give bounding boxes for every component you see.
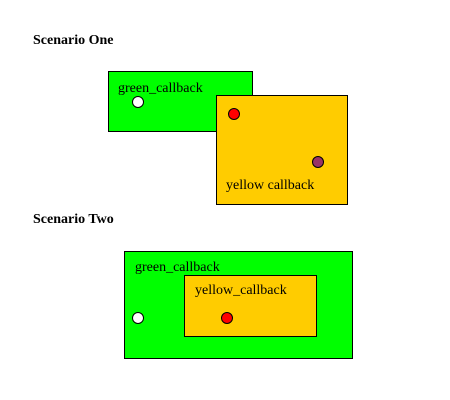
scenario-one-heading: Scenario One (33, 33, 114, 48)
scenario-two-green-label: green_callback (135, 260, 220, 275)
scenario-two-yellow-region: yellow_callback (184, 275, 317, 337)
scenario-one-yellow-label: yellow callback (226, 178, 315, 193)
scenario-two-yellow-label: yellow_callback (195, 283, 287, 298)
scenario-one-red-dot (228, 108, 240, 120)
scenario-one-green-label: green_callback (118, 81, 203, 96)
scenario-one-white-dot (132, 96, 144, 108)
scenario-two-white-dot (132, 312, 144, 324)
scenario-one-purple-dot (312, 156, 324, 168)
scenario-two-red-dot (221, 312, 233, 324)
scenario-two-heading: Scenario Two (33, 212, 114, 227)
